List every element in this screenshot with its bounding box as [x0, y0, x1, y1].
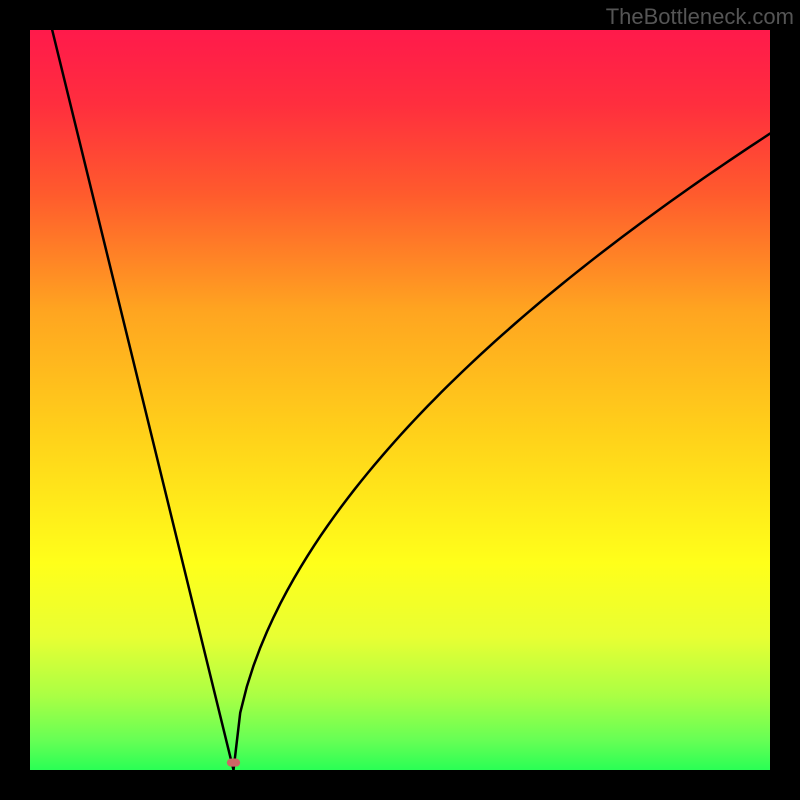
plot-background	[30, 30, 770, 770]
optimal-marker	[227, 759, 240, 767]
bottleneck-chart	[0, 0, 800, 800]
chart-container: TheBottleneck.com	[0, 0, 800, 800]
watermark-text: TheBottleneck.com	[606, 4, 794, 30]
